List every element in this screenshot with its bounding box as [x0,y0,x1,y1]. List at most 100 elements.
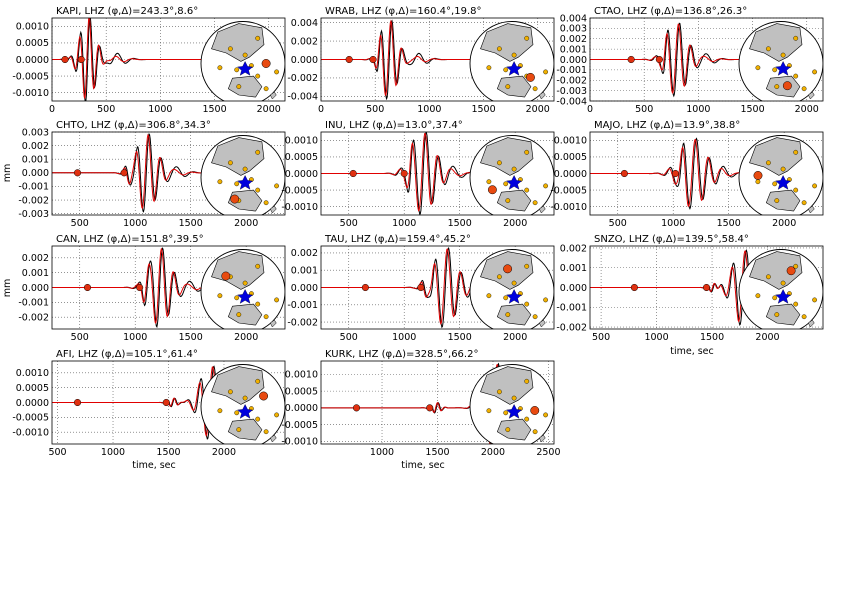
station-dot [801,200,807,206]
nz-landmass [538,205,546,214]
station-dot [793,73,799,79]
phase-marker [83,283,92,292]
station-dot [217,408,223,414]
y-tick-label: -0.001 [18,182,49,193]
station-dot [255,263,261,269]
y-tick-label: -0.002 [556,76,587,87]
y-tick-label: 0.0005 [285,152,318,163]
y-tick-label: -0.0005 [281,420,318,431]
x-tick-label: 1500 [202,104,226,115]
station-dot [274,183,279,189]
x-tick-label: 500 [635,104,653,115]
station-map-inset [469,249,554,329]
plot-frame [320,17,555,102]
station-dot [793,187,799,193]
x-tick-label: 1000 [686,104,710,115]
phase-marker [136,283,144,292]
target-station [525,72,535,82]
station-dot [812,183,817,189]
event-star-icon [237,61,253,76]
y-tick-label: -0.001 [556,65,587,76]
station-map-inset [200,364,285,444]
phase-marker [655,55,663,64]
station-dot [524,187,530,193]
y-tick-label: -0.0010 [12,427,49,438]
target-station [782,81,792,91]
y-tick-label: 0.0010 [16,22,49,33]
australia-landmass [496,189,532,212]
y-tick-label: -0.0010 [281,437,318,448]
station-map-inset [469,21,554,101]
station-dot [532,429,538,435]
station-dot [524,301,530,307]
y-tick-label: 0.0000 [285,403,318,414]
y-tick-label: 0.002 [22,141,49,152]
phase-marker [77,55,85,64]
y-tick-label: 0.0005 [285,386,318,397]
station-dot [793,263,799,269]
station-dot [511,166,517,172]
station-dot [242,52,248,58]
station-dot [532,200,538,206]
y-tick-label: -0.003 [18,209,49,220]
station-dot [227,389,233,395]
station-dot [780,52,786,58]
nz-landmass [807,319,815,328]
event-star-icon [775,175,791,190]
asia-landmass [749,251,803,290]
phase-marker [417,283,425,292]
y-axis-label: mm [2,164,13,183]
panel-title: KAPI, LHZ (φ,Δ)=243.3°,8.6° [56,6,198,17]
y-tick-label: 0.004 [291,18,318,29]
seismogram-panel-majo: 500 1000 1500 2000 0.0010 0.0005 0.0000 -0.0005… [550,120,824,229]
station-dot [503,295,509,301]
station-dot [505,312,511,317]
x-axis-label: time, sec [670,346,714,357]
station-dot [505,84,511,90]
x-tick-label: 1500 [179,332,203,343]
nz-landmass [269,91,277,100]
y-tick-label: -0.001 [18,298,49,309]
station-dot [255,35,261,41]
event-star-icon [775,61,791,76]
station-dot [755,293,761,299]
phase-marker [349,169,357,178]
station-dot [255,378,261,384]
nz-landmass [269,319,277,328]
australia-landmass [227,303,263,326]
phase-marker [702,283,711,292]
x-tick-label: 1500 [179,218,203,229]
x-tick-label: 1500 [717,218,741,229]
y-tick-label: 0.000 [560,283,587,294]
x-tick-label: 0 [49,104,55,115]
y-tick-label: -0.0010 [550,202,587,213]
y-tick-label: 0.0005 [16,38,49,49]
x-tick-label: 2000 [526,104,550,115]
station-dot [234,67,240,73]
x-tick-label: 1500 [448,332,472,343]
station-dot [524,378,530,384]
seismogram-panel-tau: 500 1000 1500 2000 0.002 0.001 0.000 -0.001 -0.0… [287,234,555,343]
station-dot [274,69,279,75]
target-station [261,59,271,68]
x-tick-label: 1500 [700,332,724,343]
plot-frame [320,131,555,216]
panel-title: CTAO, LHZ (φ,Δ)=136.8°,26.3° [594,6,747,17]
station-dot [263,429,269,435]
station-dot [505,427,511,432]
station-dot [511,52,517,58]
target-station [753,171,763,180]
y-tick-label: 0.003 [22,127,49,138]
y-tick-label: -0.0010 [281,202,318,213]
seismogram-panel-inu: 500 1000 1500 2000 0.0010 0.0005 0.0000 -0.0005… [281,120,555,229]
station-dot [774,198,780,204]
station-dot [236,312,242,317]
panel-title: CAN, LHZ (φ,Δ)=151.8°,39.5° [56,234,204,245]
y-tick-label: 0.001 [22,268,49,279]
y-tick-label: -0.0005 [550,185,587,196]
y-tick-label: 0.002 [291,248,318,259]
phase-marker [400,169,408,178]
station-dot [217,293,223,299]
y-tick-label: 0.001 [560,44,587,55]
